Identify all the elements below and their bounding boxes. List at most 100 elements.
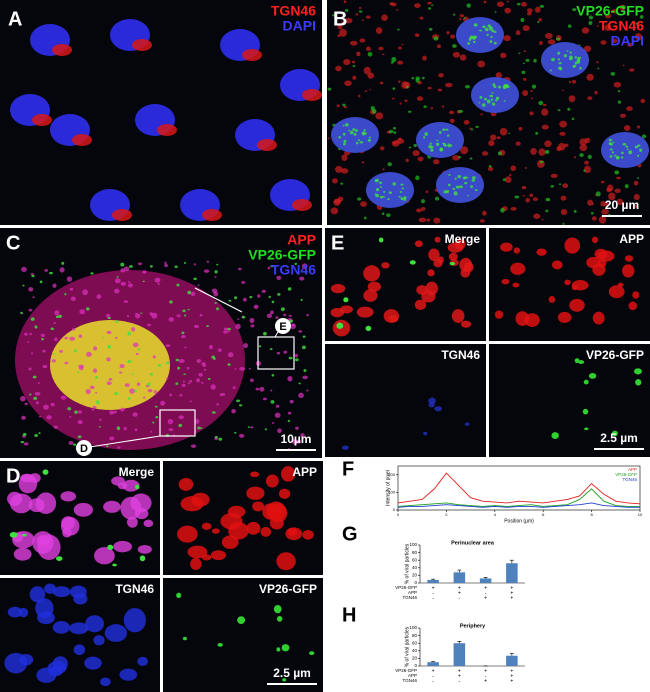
scale-label: 2.5 µm: [600, 431, 638, 445]
blob: [632, 291, 640, 299]
blob: [616, 198, 624, 206]
blob: [446, 31, 450, 35]
blob: [464, 422, 470, 426]
blob: [271, 373, 275, 377]
blob: [375, 188, 380, 192]
blob: [344, 17, 353, 24]
blob: [7, 606, 23, 618]
blob: [24, 332, 28, 336]
blob: [588, 20, 593, 26]
callout-label: D: [80, 443, 88, 455]
blob: [417, 156, 424, 162]
blob: [393, 131, 397, 135]
blob: [535, 131, 539, 135]
blob: [428, 397, 436, 404]
blob: [499, 127, 508, 136]
sign: +: [484, 595, 487, 601]
blob: [345, 123, 349, 127]
blob: [98, 426, 102, 428]
blob: [369, 88, 372, 91]
blob: [107, 544, 114, 550]
blob: [31, 352, 34, 355]
blob: [612, 141, 615, 144]
blob: [538, 148, 546, 156]
blob: [515, 311, 530, 326]
bar: [427, 579, 439, 583]
blob: [452, 154, 460, 161]
blob: [294, 358, 299, 362]
blob: [414, 299, 427, 310]
channel-label: TGN46: [271, 262, 316, 278]
y-tick-label: 40: [412, 565, 418, 570]
blob: [363, 265, 381, 282]
blob: [587, 96, 593, 100]
blob: [114, 391, 118, 396]
blob: [227, 330, 231, 333]
blob: [446, 191, 449, 194]
blob: [628, 150, 633, 155]
blob: [274, 412, 281, 418]
blob: [415, 175, 420, 181]
blob: [428, 145, 433, 149]
blob: [210, 384, 216, 390]
blob: [367, 138, 371, 142]
blob: [611, 430, 618, 437]
blob: [408, 146, 412, 149]
blob: [35, 401, 40, 405]
blob: [339, 28, 347, 37]
blob: [469, 157, 473, 160]
blob: [85, 351, 92, 357]
blob: [358, 6, 362, 10]
blob: [586, 73, 594, 81]
blob: [106, 381, 112, 385]
error-bar: [431, 578, 436, 580]
blob: [387, 162, 392, 167]
blob: [527, 12, 532, 16]
row-label: APP: [408, 673, 417, 678]
blob: [270, 264, 274, 268]
blob: [29, 332, 32, 336]
blob: [611, 151, 615, 154]
golgi: [112, 209, 132, 221]
blob: [262, 397, 268, 401]
blob: [471, 179, 476, 182]
blob: [38, 415, 42, 418]
blob: [243, 342, 249, 349]
sign: +: [510, 585, 513, 591]
blob: [223, 327, 228, 331]
blob: [365, 325, 372, 331]
blob: [34, 392, 41, 396]
blob: [515, 141, 521, 146]
blob: [104, 624, 128, 642]
blob: [636, 125, 640, 129]
sign: -: [485, 590, 487, 596]
blob: [421, 199, 425, 204]
blob: [139, 555, 146, 562]
blob: [557, 109, 561, 112]
blob: [189, 400, 192, 403]
blob: [628, 68, 635, 72]
blob: [559, 131, 566, 136]
blob: [120, 281, 127, 286]
blob: [367, 72, 375, 79]
blob: [13, 547, 32, 561]
subpanel-label: Merge: [445, 232, 481, 246]
blob: [74, 410, 78, 415]
blob: [388, 191, 393, 194]
blob: [22, 284, 25, 287]
blob: [560, 208, 568, 216]
blob: [34, 433, 38, 437]
blob: [522, 194, 526, 197]
blob: [275, 316, 279, 320]
blob: [639, 148, 643, 152]
blob: [22, 432, 27, 437]
blob: [49, 271, 53, 275]
blob: [624, 184, 629, 189]
sign: -: [459, 678, 461, 684]
blob: [217, 642, 223, 647]
blob: [50, 402, 55, 407]
blob: [622, 142, 627, 146]
blob: [352, 128, 356, 131]
blob: [494, 11, 497, 13]
